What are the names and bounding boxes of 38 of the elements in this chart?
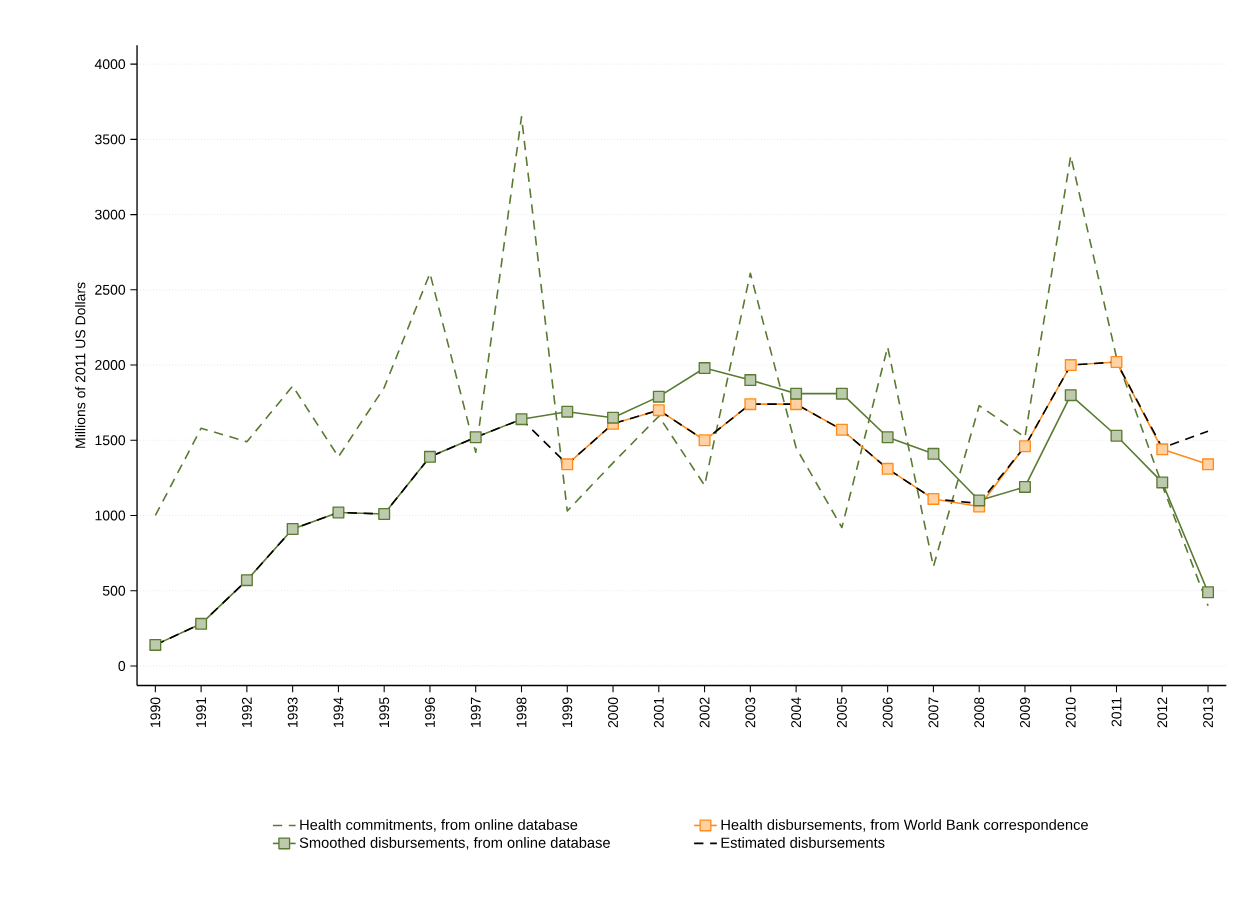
y-tick-label: 3500 — [95, 134, 126, 145]
x-tick-label: 1997 — [470, 697, 481, 727]
y-tick-label: 1500 — [95, 435, 126, 446]
x-tick-label: 1999 — [562, 697, 573, 727]
x-tick-label: 2006 — [882, 697, 893, 728]
legend-label: Health commitments, from online database — [300, 819, 578, 832]
x-tick-label: 1995 — [379, 697, 390, 727]
x-tick-label: 2010 — [1065, 697, 1076, 728]
x-tick-label: 1996 — [425, 697, 435, 727]
x-tick-label: 1998 — [516, 697, 527, 727]
x-tick-label: 1993 — [287, 697, 298, 727]
y-tick-label: 500 — [102, 585, 126, 596]
x-tick-label: 2005 — [836, 697, 847, 728]
x-tick-label: 2008 — [974, 697, 985, 728]
x-tick-label: 2009 — [1020, 697, 1030, 728]
x-tick-label: 2002 — [699, 697, 710, 728]
x-tick-label: 2007 — [928, 697, 939, 728]
x-tick-label: 2012 — [1157, 697, 1168, 728]
x-tick-label: 2001 — [653, 697, 664, 728]
y-tick-label: 0 — [118, 660, 126, 671]
x-tick-label: 2000 — [608, 697, 618, 728]
x-tick-label: 2004 — [791, 697, 802, 728]
x-tick-label: 1992 — [241, 697, 252, 727]
y-tick-label: 2000 — [95, 359, 126, 370]
x-tick-label: 1990 — [150, 697, 161, 727]
x-tick-label: 1991 — [196, 697, 207, 727]
x-tick-label: 2011 — [1111, 697, 1122, 727]
y-tick-label: 3000 — [95, 209, 126, 220]
x-tick-label: 2013 — [1203, 697, 1213, 728]
legend-label: Health disbursements, from World Bank correspondence — [721, 819, 1088, 833]
x-tick-label: 1994 — [333, 697, 344, 727]
y-tick-label: 2500 — [95, 284, 126, 295]
legend-label: Smoothed disbursements, from online database — [299, 837, 610, 850]
y-axis-title: Millions of 2011 US Dollars — [75, 282, 86, 448]
y-tick-label: 4000 — [94, 59, 126, 69]
y-tick-label: 1000 — [95, 510, 126, 521]
legend-label: Estimated disbursements — [721, 837, 885, 848]
x-tick-label: 2003 — [745, 697, 756, 728]
